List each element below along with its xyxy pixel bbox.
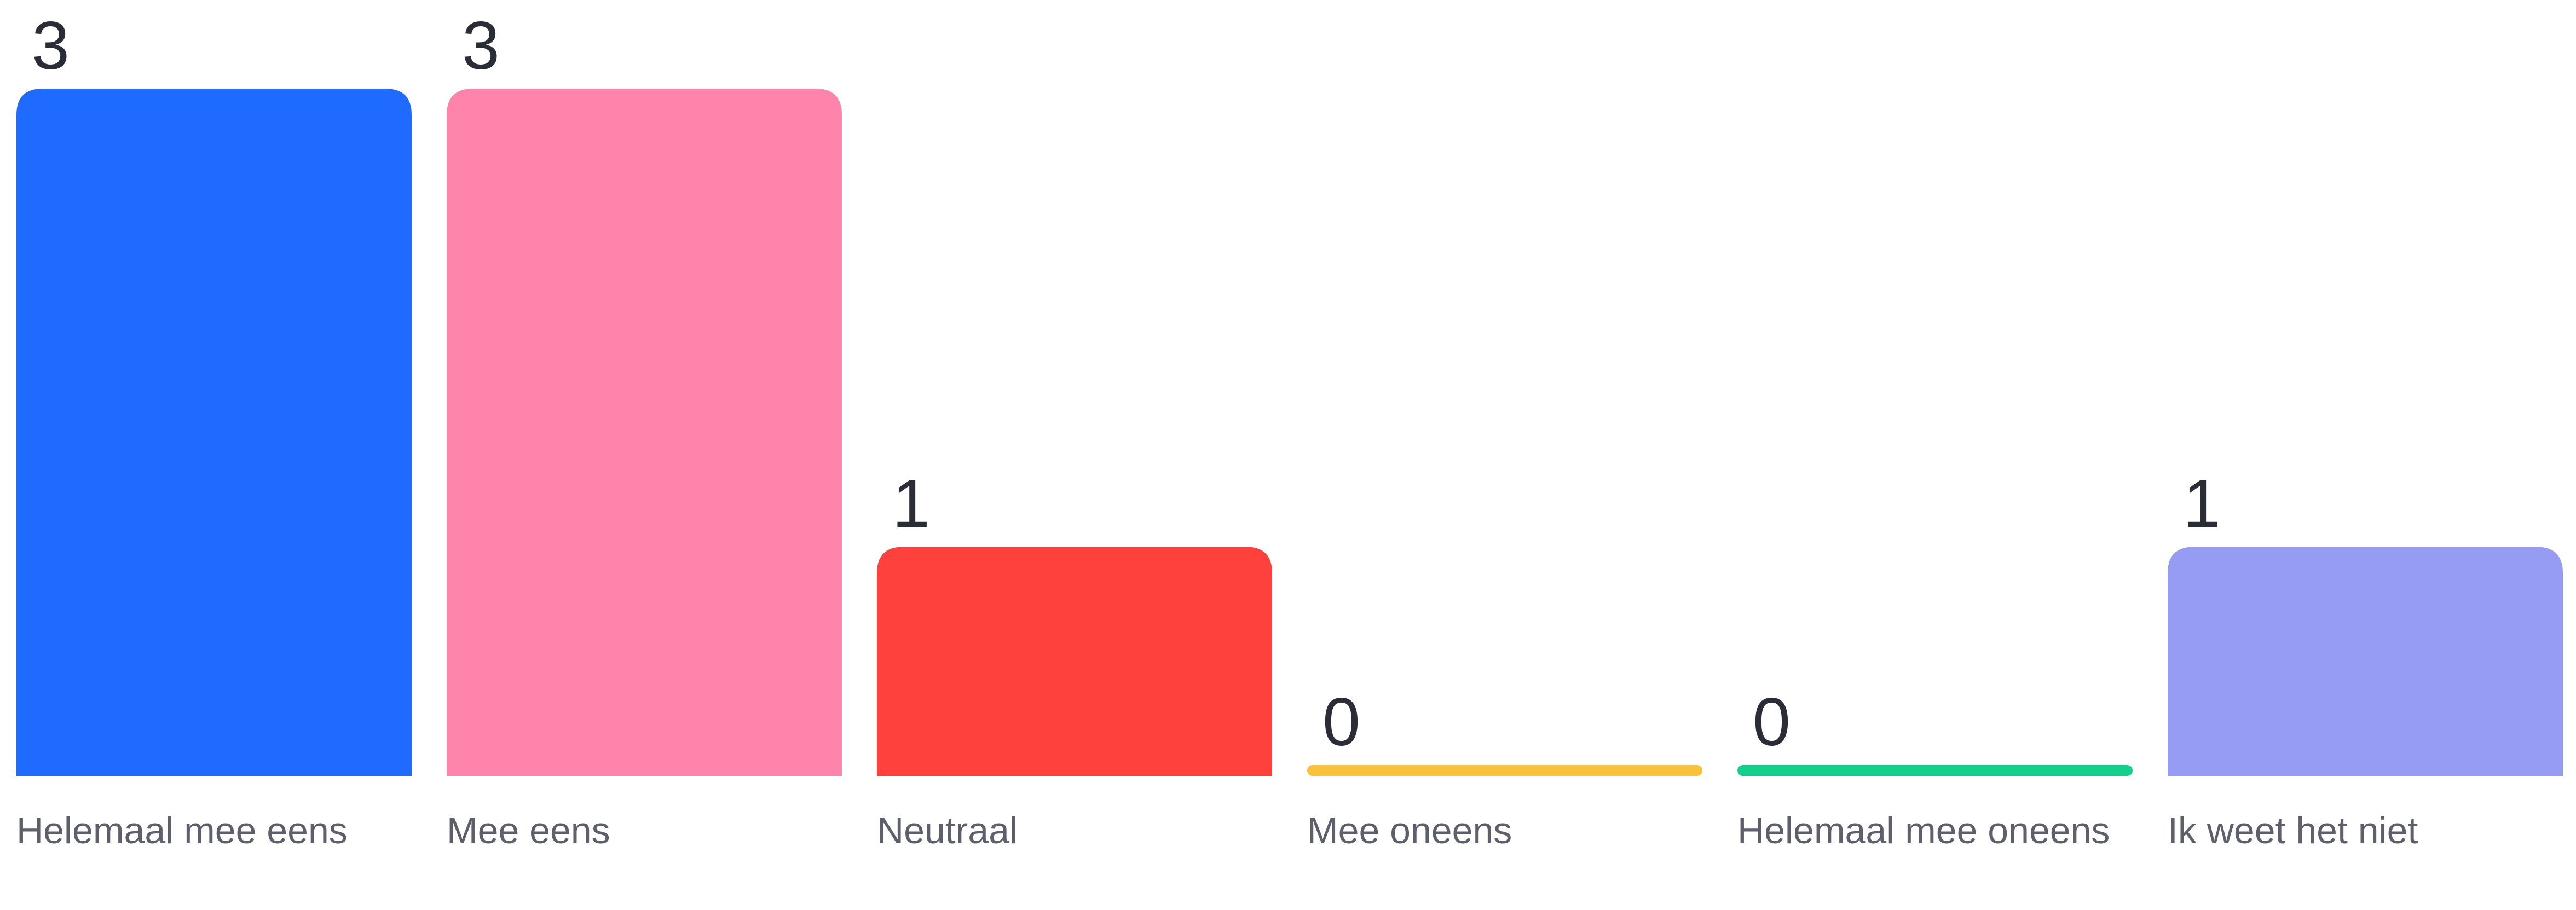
value-label-helemaal-mee-eens: 3 — [32, 8, 70, 84]
category-label-helemaal-mee-eens: Helemaal mee eens — [16, 810, 348, 851]
category-label-helemaal-mee-oneens: Helemaal mee oneens — [1737, 810, 2110, 851]
category-label-ik-weet-het-niet: Ik weet het niet — [2168, 810, 2418, 851]
bar-mee-oneens — [1307, 765, 1702, 776]
value-label-helemaal-mee-oneens: 0 — [1753, 685, 1791, 760]
value-label-ik-weet-het-niet: 1 — [2183, 466, 2221, 542]
bar-ik-weet-het-niet — [2168, 547, 2563, 776]
category-label-mee-eens: Mee eens — [447, 810, 610, 851]
category-label-mee-oneens: Mee oneens — [1307, 810, 1512, 851]
bar-helemaal-mee-eens — [16, 89, 412, 776]
bar-helemaal-mee-oneens — [1737, 765, 2133, 776]
value-label-mee-eens: 3 — [462, 8, 500, 84]
bar-mee-eens — [447, 89, 842, 776]
value-label-neutraal: 1 — [892, 466, 930, 542]
category-label-neutraal: Neutraal — [877, 810, 1018, 851]
value-label-mee-oneens: 0 — [1322, 685, 1360, 760]
bar-neutraal — [877, 547, 1272, 776]
